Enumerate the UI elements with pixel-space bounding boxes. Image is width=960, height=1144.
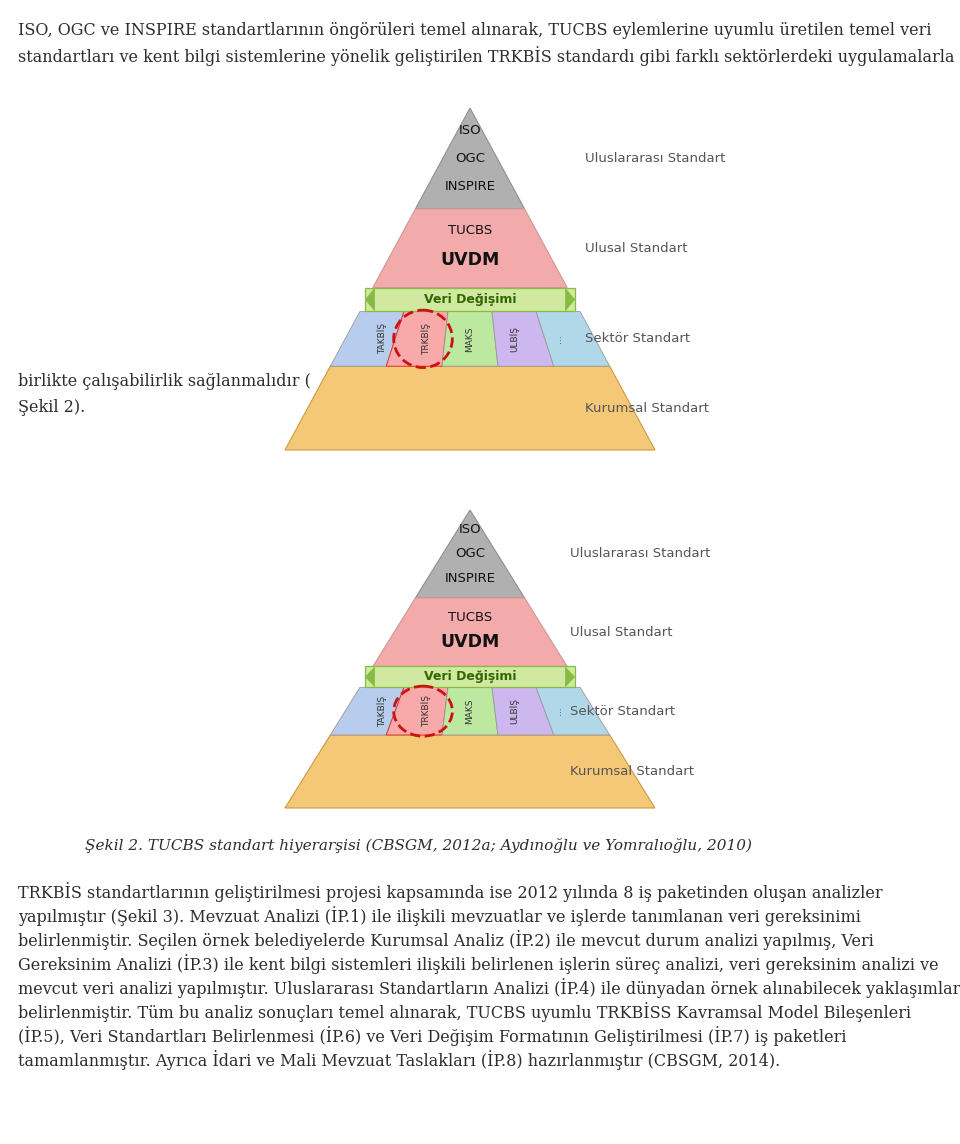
Text: Sektör Standart: Sektör Standart [585,333,690,345]
Text: UVDM: UVDM [441,251,500,269]
Polygon shape [442,311,498,366]
Text: ...: ... [554,334,563,343]
Text: yapılmıştır (Şekil 3). Mevzuat Analizi (İP.1) ile ilişkili mevzuatlar ve işlerde: yapılmıştır (Şekil 3). Mevzuat Analizi (… [18,906,861,925]
Polygon shape [492,688,554,734]
Text: Veri Değişimi: Veri Değişimi [423,670,516,683]
Polygon shape [365,667,374,688]
Text: ISO: ISO [459,124,481,136]
Polygon shape [386,311,448,366]
Text: Kurumsal Standart: Kurumsal Standart [570,765,694,778]
Text: TAKBİŞ: TAKBİŞ [377,696,387,726]
Text: TRKBİS standartlarının geliştirilmesi projesi kapsamında ise 2012 yılında 8 iş p: TRKBİS standartlarının geliştirilmesi pr… [18,882,882,901]
Text: INSPIRE: INSPIRE [444,572,495,585]
Text: OGC: OGC [455,548,485,561]
Text: Veri Değişimi: Veri Değişimi [423,293,516,305]
Text: ULBİŞ: ULBİŞ [509,326,519,352]
Text: mevcut veri analizi yapılmıştır. Uluslararası Standartların Analizi (İP.4) ile d: mevcut veri analizi yapılmıştır. Uluslar… [18,978,960,998]
Text: MAKS: MAKS [466,698,474,724]
Text: ...: ... [554,707,563,715]
Text: OGC: OGC [455,152,485,165]
Text: MAKS: MAKS [466,326,474,351]
Polygon shape [372,598,567,667]
Text: INSPIRE: INSPIRE [444,181,495,193]
Polygon shape [386,688,448,734]
Polygon shape [330,311,404,366]
Polygon shape [416,510,524,598]
Polygon shape [330,688,404,734]
Text: belirlenmiştir. Seçilen örnek belediyelerde Kurumsal Analiz (İP.2) ile mevcut du: belirlenmiştir. Seçilen örnek belediyele… [18,930,874,950]
Text: TRKBİŞ: TRKBİŞ [421,323,431,355]
Text: Gereksinim Analizi (İP.3) ile kent bilgi sistemleri ilişkili belirlenen işlerin : Gereksinim Analizi (İP.3) ile kent bilgi… [18,954,939,974]
Text: birlikte çalışabilirlik sağlanmalıdır (: birlikte çalışabilirlik sağlanmalıdır ( [18,373,311,390]
Text: Ulusal Standart: Ulusal Standart [570,626,673,638]
Polygon shape [565,287,575,311]
Text: ULBİŞ: ULBİŞ [509,698,519,724]
Polygon shape [365,667,575,688]
Text: TUCBS: TUCBS [448,611,492,623]
Text: Şekil 2. TUCBS standart hiyerarşisi (CBSGM, 2012a; Aydınoğlu ve Yomralıoğlu, 201: Şekil 2. TUCBS standart hiyerarşisi (CBS… [85,839,752,853]
Text: Kurumsal Standart: Kurumsal Standart [585,402,709,414]
Text: TAKBİŞ: TAKBİŞ [377,324,387,355]
Text: Uluslararası Standart: Uluslararası Standart [585,152,726,165]
Polygon shape [442,688,498,734]
Text: Sektör Standart: Sektör Standart [570,705,675,717]
Polygon shape [416,108,524,209]
Text: ISO: ISO [459,523,481,535]
Polygon shape [536,688,610,734]
Polygon shape [565,667,575,688]
Polygon shape [365,287,374,311]
Text: belirlenmiştir. Tüm bu analiz sonuçları temel alınarak, TUCBS uyumlu TRKBİSS Kav: belirlenmiştir. Tüm bu analiz sonuçları … [18,1002,911,1022]
Polygon shape [372,209,567,287]
Text: Ulusal Standart: Ulusal Standart [585,241,687,255]
Polygon shape [536,311,610,366]
Text: TUCBS: TUCBS [448,224,492,238]
Polygon shape [285,734,655,808]
Polygon shape [365,287,575,311]
Text: Şekil 2).: Şekil 2). [18,399,85,416]
Text: UVDM: UVDM [441,634,500,651]
Text: Uluslararası Standart: Uluslararası Standart [570,548,710,561]
Polygon shape [492,311,554,366]
Text: ISO, OGC ve INSPIRE standartlarının öngörüleri temel alınarak, TUCBS eylemlerine: ISO, OGC ve INSPIRE standartlarının öngö… [18,22,931,39]
Text: standartları ve kent bilgi sistemlerine yönelik geliştirilen TRKBİS standardı gi: standartları ve kent bilgi sistemlerine … [18,46,954,66]
Polygon shape [285,366,655,450]
Text: tamamlanmıştır. Ayrıca İdari ve Mali Mevzuat Taslakları (İP.8) hazırlanmıştır (C: tamamlanmıştır. Ayrıca İdari ve Mali Mev… [18,1050,780,1070]
Text: TRKBİŞ: TRKBİŞ [421,696,431,728]
Text: (İP.5), Veri Standartları Belirlenmesi (İP.6) ve Veri Değişim Formatının Gelişti: (İP.5), Veri Standartları Belirlenmesi (… [18,1026,847,1046]
